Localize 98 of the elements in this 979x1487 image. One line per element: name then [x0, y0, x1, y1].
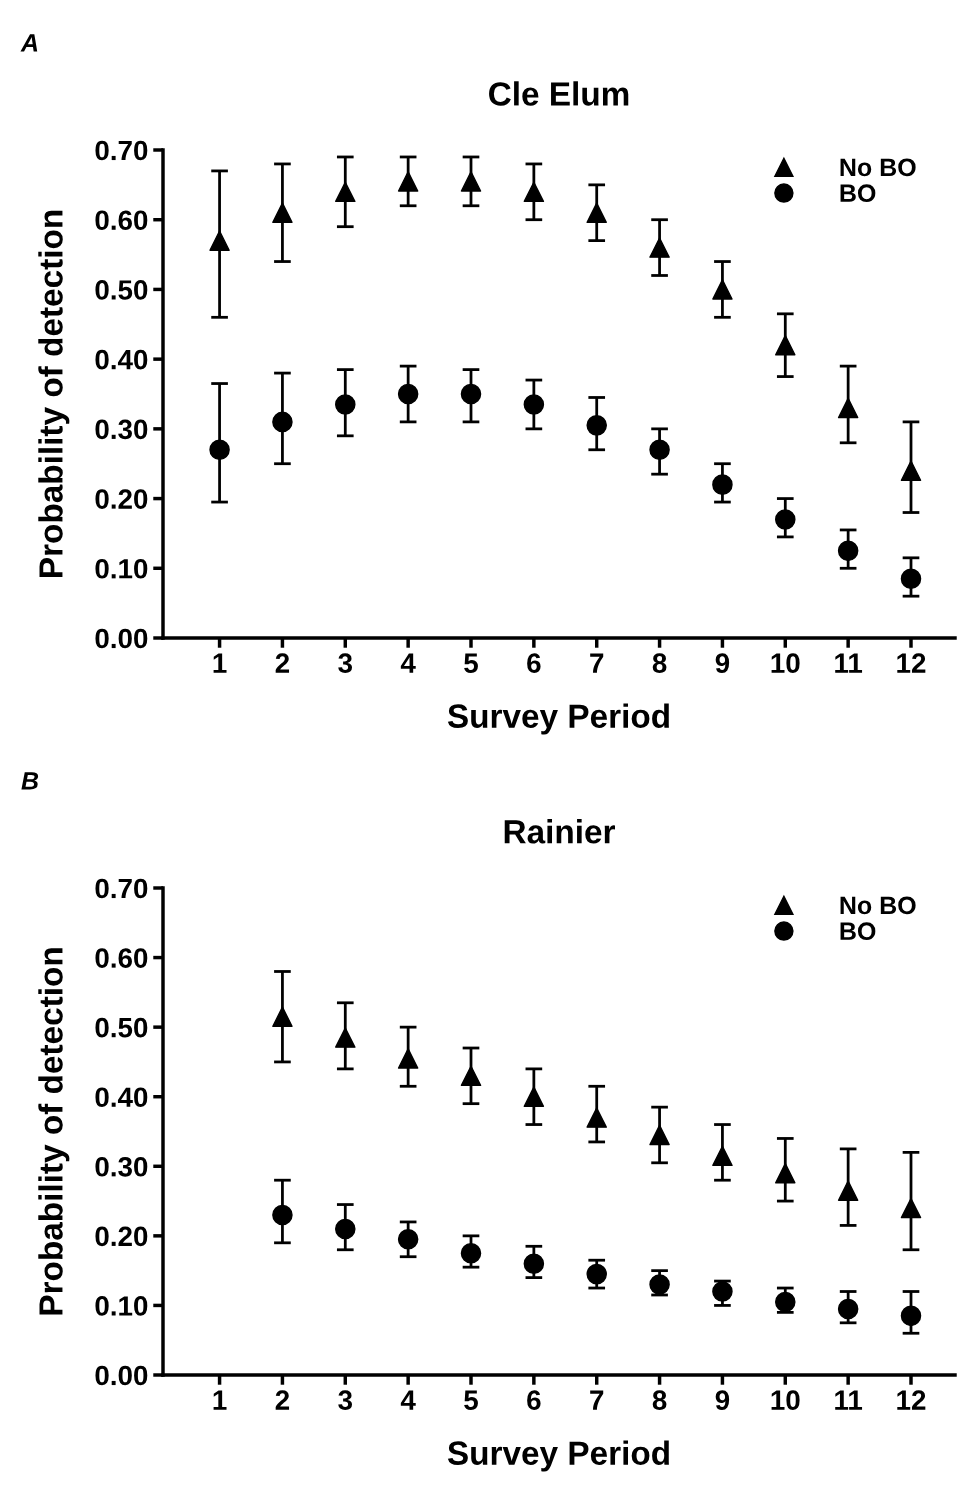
point	[649, 1274, 670, 1295]
y-tick-label: 0.70	[95, 140, 148, 161]
y-tick-label: 0.50	[95, 280, 148, 300]
y-tick-label: 0.40	[95, 349, 148, 370]
point	[837, 1180, 859, 1201]
chart-title: Cle Elum	[489, 81, 629, 106]
y-tick-label: 0.00	[95, 1365, 148, 1386]
y-tick-label: 0.10	[95, 1296, 148, 1316]
point	[397, 383, 419, 405]
x-tick-label: 10	[771, 653, 800, 673]
point	[272, 1006, 293, 1027]
x-tick-label: 7	[590, 1390, 604, 1410]
x-tick-label: 12	[897, 1390, 926, 1410]
y-tick-label: 0.40	[95, 1087, 148, 1108]
point	[586, 202, 607, 224]
y-tick-label: 0.20	[95, 1226, 148, 1247]
y-tick-label: 0.00	[95, 628, 148, 649]
point	[586, 1107, 607, 1128]
y-tick-label: 0.50	[95, 1017, 148, 1038]
legend-label: No BO	[840, 158, 916, 177]
point	[775, 334, 796, 356]
point	[460, 1242, 482, 1264]
x-tick-label: 6	[527, 1390, 541, 1410]
point	[523, 181, 545, 203]
x-tick-label: 1	[213, 1390, 227, 1410]
point	[335, 1218, 356, 1240]
x-tick-label: 9	[715, 1390, 730, 1410]
x-tick-label: 10	[771, 1390, 800, 1410]
point	[712, 1145, 733, 1167]
point	[523, 1253, 545, 1274]
point	[837, 397, 859, 419]
y-tick-label: 0.10	[95, 558, 148, 579]
point	[335, 394, 356, 415]
point	[712, 474, 733, 495]
point	[397, 171, 419, 192]
point	[397, 1048, 419, 1069]
point	[900, 460, 922, 481]
x-tick-label: 8	[652, 653, 667, 673]
x-axis-title: Survey Period	[447, 1440, 669, 1472]
y-axis-title: Probability of detection	[38, 948, 70, 1315]
point	[900, 1197, 922, 1219]
x-tick-label: 4	[400, 1390, 416, 1410]
point	[586, 415, 607, 436]
point	[523, 1086, 545, 1107]
point	[272, 202, 293, 224]
y-tick-label: 0.60	[95, 948, 148, 968]
point	[775, 1162, 796, 1184]
text: A	[20, 34, 38, 52]
y-tick-label: 0.60	[95, 210, 148, 231]
x-tick-label: 5	[464, 653, 478, 673]
legend-label: BO	[840, 922, 876, 941]
y-tick-label: 0.30	[95, 1156, 148, 1177]
point	[523, 394, 545, 415]
x-tick-label: 7	[590, 653, 604, 673]
point	[272, 411, 293, 433]
x-tick-label: 3	[338, 1390, 353, 1411]
point	[712, 279, 733, 300]
x-tick-label: 12	[897, 653, 926, 673]
x-tick-label: 9	[715, 653, 730, 673]
point	[335, 181, 356, 203]
x-tick-label: 6	[527, 653, 541, 673]
point	[586, 1263, 607, 1285]
point	[397, 1229, 419, 1250]
x-tick-label: 1	[213, 653, 227, 673]
x-tick-label: 11	[835, 1390, 863, 1410]
point	[209, 439, 230, 461]
x-tick-label: 5	[464, 1390, 478, 1410]
y-tick-label: 0.30	[95, 419, 148, 440]
x-tick-label: 3	[338, 653, 353, 674]
point	[209, 230, 230, 251]
point	[335, 1027, 356, 1048]
x-tick-label: 4	[400, 653, 416, 673]
point	[837, 540, 859, 562]
point	[775, 509, 796, 530]
chart-title: Rainier	[504, 819, 615, 844]
point	[649, 237, 670, 258]
point	[712, 1281, 733, 1302]
point	[900, 1305, 922, 1327]
point	[460, 171, 482, 192]
y-axis-title: Probability of detection	[38, 210, 70, 577]
legend-label: BO	[840, 184, 876, 203]
point	[272, 1204, 293, 1226]
text: B	[21, 772, 39, 790]
x-axis-title: Survey Period	[447, 703, 669, 735]
point	[775, 1291, 796, 1313]
point	[837, 1298, 859, 1320]
point	[649, 1124, 670, 1146]
x-tick-label: 2	[275, 1390, 290, 1410]
y-tick-label: 0.20	[95, 489, 148, 509]
point	[460, 383, 482, 405]
y-tick-label: 0.70	[95, 878, 148, 899]
point	[900, 568, 922, 590]
point	[460, 1065, 482, 1087]
x-tick-label: 11	[835, 653, 863, 673]
x-tick-label: 2	[275, 653, 290, 673]
x-tick-label: 8	[652, 1390, 667, 1410]
point	[649, 439, 670, 461]
legend-label: No BO	[840, 896, 916, 915]
